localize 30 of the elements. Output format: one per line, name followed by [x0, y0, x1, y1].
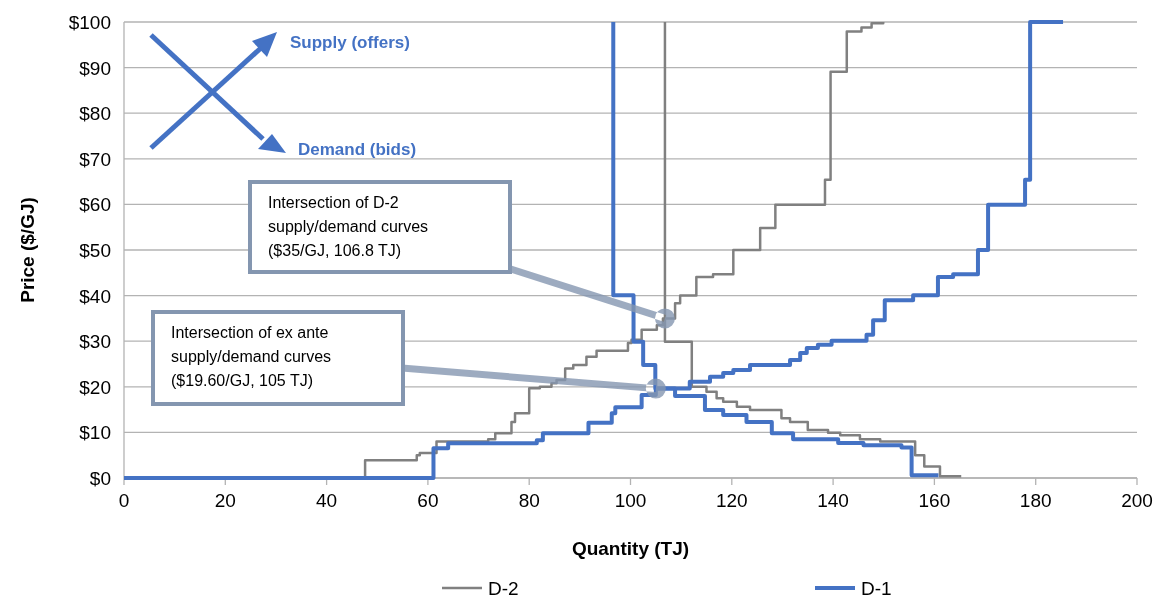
- y-tick-label: $20: [79, 376, 111, 398]
- x-tick-label: 160: [918, 490, 951, 511]
- y-tick-label: $70: [79, 148, 111, 170]
- y-tick-label: $60: [79, 194, 111, 216]
- x-tick-label: 100: [614, 490, 647, 511]
- y-tick-label: $50: [79, 240, 111, 261]
- y-tick-label: $10: [79, 422, 111, 444]
- x-tick-label: 180: [1019, 490, 1052, 511]
- annotation: Intersection of D-2 supply/demand curves ($35/GJ, 106.8 TJ): [268, 194, 429, 259]
- x-tick-label: 0: [118, 490, 130, 511]
- y-tick-label: $90: [79, 57, 111, 79]
- y-axis-title: Price ($/GJ): [17, 197, 38, 303]
- x-tick-label: 60: [417, 490, 439, 511]
- legend-label: D-1: [861, 578, 892, 599]
- y-tick-label: $40: [79, 285, 111, 307]
- x-axis-title: Quantity (TJ): [571, 538, 690, 559]
- x-tick-label: 80: [518, 490, 540, 511]
- x-tick-label: 20: [214, 490, 236, 511]
- legend-label: D-2: [488, 578, 519, 599]
- annotation: Demand (bids): [298, 140, 417, 159]
- annotation: Supply (offers): [290, 33, 410, 52]
- x-tick-label: 40: [316, 490, 338, 511]
- y-tick-label: $100: [68, 12, 111, 33]
- y-tick-label: $0: [89, 468, 111, 489]
- x-tick-label: 200: [1121, 490, 1153, 511]
- y-tick-label: $30: [79, 331, 111, 353]
- x-tick-label: 120: [715, 490, 748, 511]
- annotation: Intersection of ex ante supply/demand curves ($19.60/GJ, 105 TJ): [171, 324, 332, 389]
- x-tick-label: 140: [817, 490, 849, 511]
- y-tick-label: $80: [79, 103, 111, 125]
